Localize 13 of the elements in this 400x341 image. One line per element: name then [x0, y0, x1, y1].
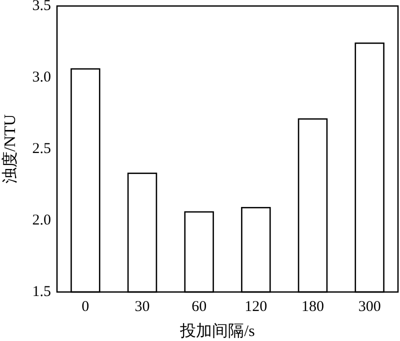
x-tick-label: 180 [302, 299, 324, 315]
y-tick-label: 3.5 [32, 0, 51, 14]
y-tick-label: 3.0 [32, 70, 51, 86]
x-tick-label: 30 [134, 299, 150, 315]
x-tick-label: 60 [192, 299, 207, 315]
y-tick-label: 1.5 [32, 284, 51, 300]
x-tick-label: 120 [244, 299, 268, 315]
x-axis-title: 投加间隔/s [179, 322, 255, 340]
x-tick-label: 300 [358, 299, 381, 315]
y-tick-label: 2.5 [32, 141, 51, 157]
y-tick-label: 2.0 [32, 212, 51, 228]
y-axis-title: 浊度/NTU [1, 114, 19, 184]
x-tick-label: 0 [82, 299, 90, 315]
